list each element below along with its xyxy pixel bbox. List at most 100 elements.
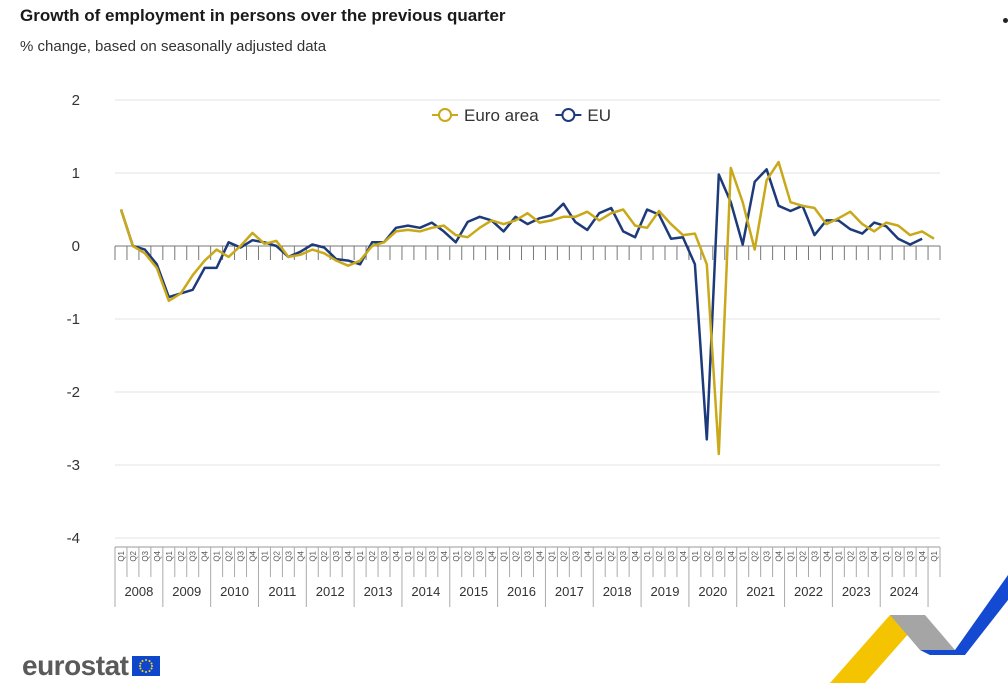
quarter-label: Q2 <box>320 550 329 561</box>
year-label: 2017 <box>555 584 584 599</box>
quarter-label: Q1 <box>882 550 891 561</box>
quarter-label: Q2 <box>225 550 234 561</box>
quarter-label: Q1 <box>691 550 700 561</box>
legend-marker-icon <box>438 108 452 122</box>
quarter-label: Q4 <box>583 550 592 561</box>
quarter-label: Q1 <box>260 550 269 561</box>
quarter-label: Q1 <box>930 550 939 561</box>
x-axis: Q1 Q2 Q3 Q4 Q1 Q2 Q3 Q4 Q1 Q2 Q3 Q4 Q1 Q2 Q3 Q4 Q1 Q2 Q3 Q4… <box>114 245 941 607</box>
legend: Euro area EU <box>432 106 611 125</box>
quarter-label: Q2 <box>177 550 186 561</box>
year-label: 2020 <box>698 584 727 599</box>
quarter-label: Q3 <box>237 550 246 561</box>
legend-label: Euro area <box>464 106 539 125</box>
year-label: 2014 <box>411 584 440 599</box>
quarter-label: Q1 <box>547 550 556 561</box>
y-tick-label: -4 <box>67 530 80 547</box>
quarter-label: Q3 <box>667 550 676 561</box>
series-line-eu <box>119 168 923 441</box>
legend-marker-icon <box>561 108 576 122</box>
quarter-label: Q4 <box>870 550 879 561</box>
year-label: 2023 <box>842 584 871 599</box>
quarter-label: Q4 <box>344 550 353 561</box>
eurostat-logo: eurostat <box>22 650 161 682</box>
eu-flag-icon <box>132 656 161 676</box>
quarter-label: Q1 <box>595 550 604 561</box>
menu-dot-icon[interactable] <box>1003 18 1008 23</box>
y-tick-label: 0 <box>72 238 80 255</box>
legend-item[interactable]: EU <box>555 106 611 125</box>
quarter-label: Q4 <box>822 550 831 561</box>
y-tick-label: 2 <box>72 92 80 109</box>
legend-item[interactable]: Euro area <box>432 106 539 125</box>
grid-lines <box>115 99 940 539</box>
quarter-label: Q2 <box>272 550 281 561</box>
quarter-label: Q3 <box>810 550 819 561</box>
quarter-label: Q1 <box>834 550 843 561</box>
year-label: 2008 <box>124 584 153 599</box>
quarter-label: Q2 <box>368 550 377 561</box>
quarter-label: Q3 <box>428 550 437 561</box>
chart-title: Growth of employment in persons over the… <box>20 6 506 25</box>
legend-label: EU <box>587 106 611 125</box>
quarter-label: Q1 <box>452 550 461 561</box>
quarter-label: Q4 <box>679 550 688 561</box>
quarter-label: Q2 <box>512 550 521 561</box>
quarter-label: Q3 <box>189 550 198 561</box>
quarter-label: Q2 <box>655 550 664 561</box>
quarter-label: Q4 <box>727 550 736 561</box>
quarter-label: Q2 <box>129 550 138 561</box>
quarter-label: Q4 <box>249 550 258 561</box>
year-label: 2019 <box>651 584 680 599</box>
year-label: 2018 <box>603 584 632 599</box>
y-tick-label: -1 <box>67 311 80 328</box>
quarter-label: Q3 <box>906 550 915 561</box>
year-label: 2010 <box>220 584 249 599</box>
quarter-label: Q4 <box>775 550 784 561</box>
y-tick-label: -3 <box>67 457 80 474</box>
quarter-label: Q2 <box>751 550 760 561</box>
quarter-label: Q2 <box>703 550 712 561</box>
quarter-label: Q4 <box>440 550 449 561</box>
quarter-label: Q3 <box>332 550 341 561</box>
quarter-label: Q1 <box>165 550 174 561</box>
quarter-label: Q2 <box>464 550 473 561</box>
quarter-label: Q3 <box>141 550 150 561</box>
quarter-label: Q1 <box>643 550 652 561</box>
quarter-label: Q3 <box>715 550 724 561</box>
quarter-label: Q1 <box>213 550 222 561</box>
y-tick-label: -2 <box>67 384 80 401</box>
y-axis-ticks: 2 1 0 -1 -2 -3 -4 <box>67 92 80 547</box>
quarter-label: Q3 <box>476 550 485 561</box>
quarter-label: Q2 <box>416 550 425 561</box>
quarter-label: Q4 <box>296 550 305 561</box>
year-label: 2012 <box>316 584 345 599</box>
chart-subtitle: % change, based on seasonally adjusted d… <box>20 38 327 55</box>
quarter-label: Q4 <box>153 550 162 561</box>
year-label: 2022 <box>794 584 823 599</box>
quarter-label: Q2 <box>607 550 616 561</box>
quarter-label: Q1 <box>500 550 509 561</box>
decorative-ribbon-icon <box>830 575 1008 683</box>
quarter-label: Q4 <box>631 550 640 561</box>
series-line-euro-area <box>119 160 935 456</box>
quarter-label: Q3 <box>380 550 389 561</box>
year-label: 2013 <box>364 584 393 599</box>
quarter-label: Q1 <box>117 550 126 561</box>
quarter-label: Q1 <box>787 550 796 561</box>
y-tick-label: 1 <box>72 165 80 182</box>
quarter-label: Q2 <box>846 550 855 561</box>
year-label: 2011 <box>268 584 296 599</box>
quarter-label: Q2 <box>894 550 903 561</box>
year-label: 2015 <box>459 584 488 599</box>
quarter-label: Q1 <box>356 550 365 561</box>
logo-text: eurostat <box>22 650 129 681</box>
quarter-label: Q3 <box>763 550 772 561</box>
series-lines <box>119 160 935 456</box>
year-label: 2024 <box>890 584 919 599</box>
quarter-label: Q1 <box>308 550 317 561</box>
quarter-label: Q3 <box>858 550 867 561</box>
quarter-label: Q4 <box>392 550 401 561</box>
quarter-label: Q2 <box>799 550 808 561</box>
